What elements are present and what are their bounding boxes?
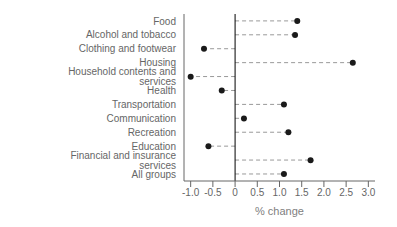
svg-text:Transportation: Transportation (112, 99, 176, 110)
svg-text:2.5: 2.5 (339, 187, 353, 198)
svg-text:Housing: Housing (139, 57, 176, 69)
svg-text:-1.0: -1.0 (182, 187, 200, 198)
svg-text:Education: Education (131, 140, 176, 152)
svg-text:0.5: 0.5 (250, 187, 264, 198)
svg-text:2.0: 2.0 (317, 187, 331, 198)
svg-text:1.5: 1.5 (295, 187, 309, 198)
svg-text:Financial and insuranceservice: Financial and insuranceservices (70, 150, 176, 171)
svg-text:3.0: 3.0 (361, 187, 375, 198)
svg-text:All groups: All groups (132, 169, 176, 180)
svg-text:Household contents andservices: Household contents andservices (68, 66, 176, 87)
svg-text:Health: Health (147, 85, 176, 96)
svg-text:Food: Food (153, 16, 176, 27)
svg-text:Alcohol and tobacco: Alcohol and tobacco (86, 29, 177, 40)
svg-text:-0.5: -0.5 (204, 187, 222, 198)
svg-text:% change: % change (255, 205, 304, 217)
svg-text:0: 0 (232, 187, 238, 198)
svg-text:Clothing and footwear: Clothing and footwear (79, 43, 177, 54)
svg-text:1.0: 1.0 (273, 187, 287, 198)
svg-text:Communication: Communication (107, 113, 176, 124)
svg-text:Recreation: Recreation (128, 127, 176, 138)
